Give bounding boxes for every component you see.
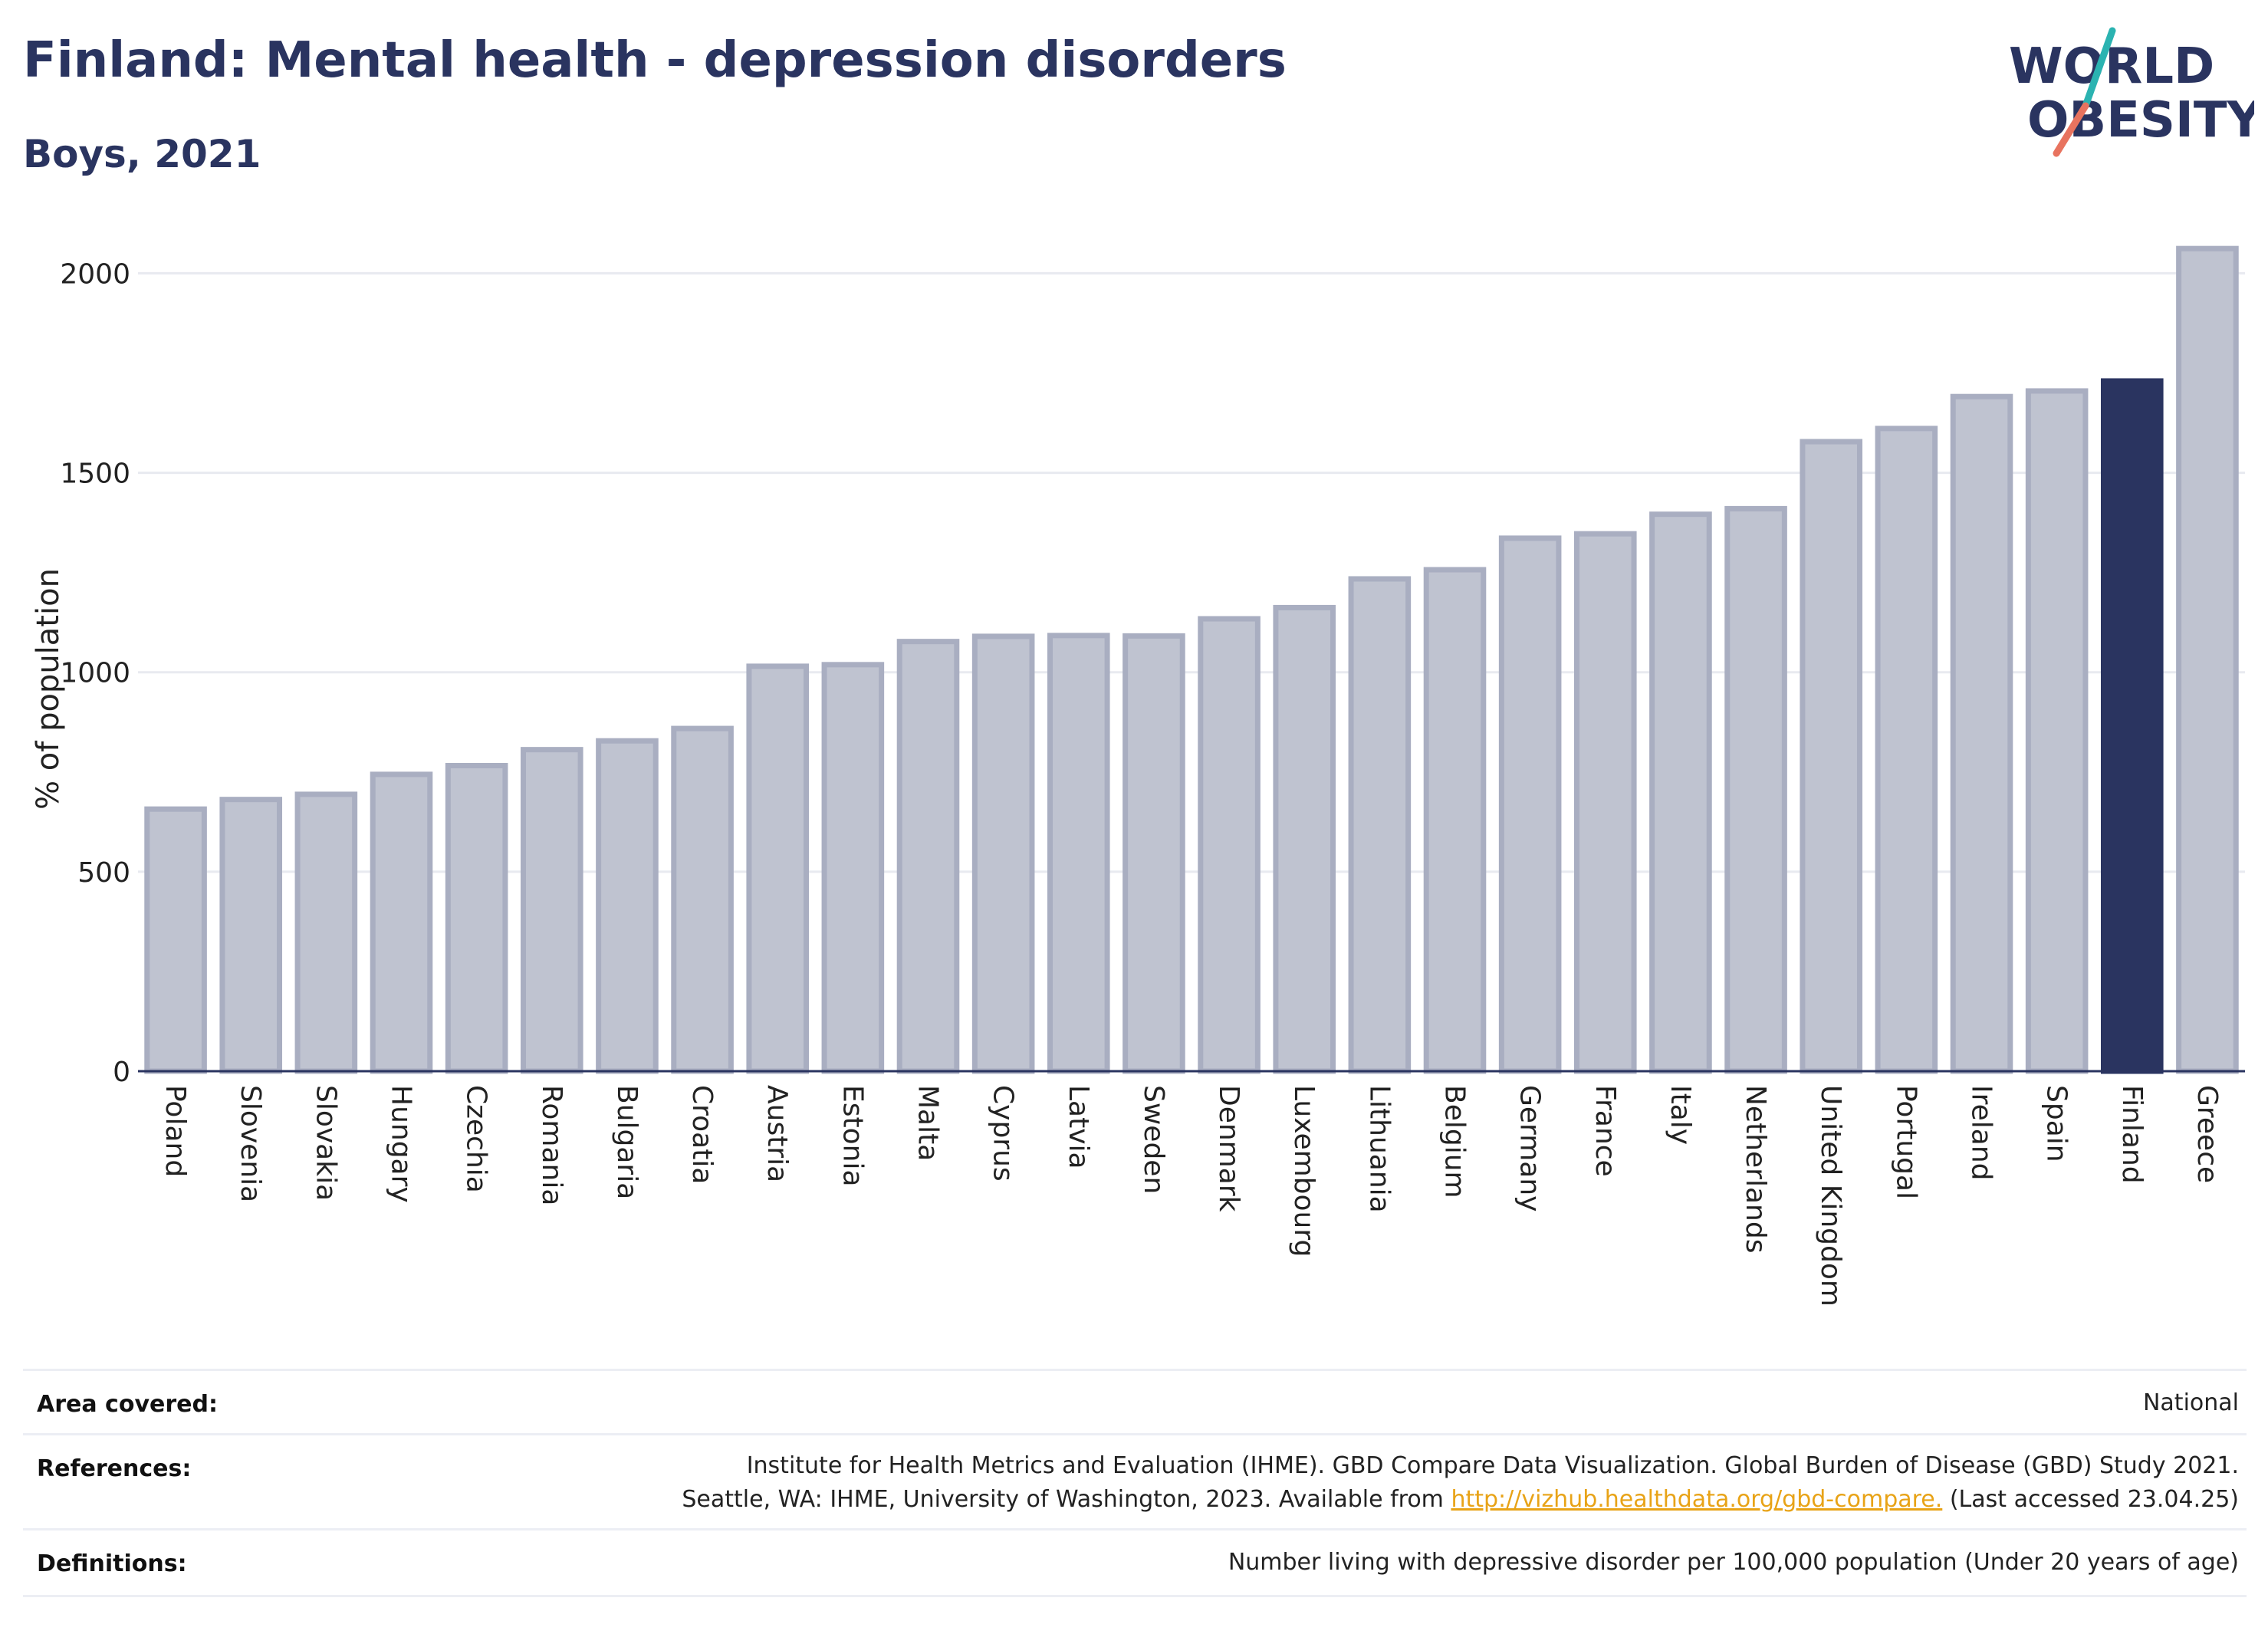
y-axis-title: % of population xyxy=(31,568,66,810)
references-row: References: Institute for Health Metrics… xyxy=(23,1433,2247,1530)
bar-luxembourg xyxy=(1273,604,1336,1074)
x-tick-label: Croatia xyxy=(686,1085,718,1184)
chart-title: Finland: Mental health - depression diso… xyxy=(23,32,1287,89)
x-tick-label: Denmark xyxy=(1213,1085,1244,1212)
y-tick-label: 1000 xyxy=(60,658,130,689)
definitions-row: Definitions: Number living with depressi… xyxy=(23,1528,2247,1597)
bar-latvia xyxy=(1047,633,1110,1074)
bar-united-kingdom xyxy=(1800,439,1863,1074)
x-tick-label: Austria xyxy=(761,1085,793,1182)
bar-slovakia xyxy=(294,791,358,1074)
references-link[interactable]: http://vizhub.healthdata.org/gbd-compare… xyxy=(1451,1486,1943,1513)
x-tick-label: France xyxy=(1589,1085,1621,1177)
logo-graphic: WORLD OBESITY xyxy=(2009,27,2263,157)
x-tick-label: Estonia xyxy=(837,1085,868,1187)
x-tick-label: Poland xyxy=(159,1085,191,1177)
bar-lithuania xyxy=(1348,576,1412,1074)
x-tick-label: Slovakia xyxy=(310,1085,341,1201)
bar-italy xyxy=(1649,511,1712,1074)
y-tick-label: 1500 xyxy=(60,459,130,490)
logo-line1: WORLD xyxy=(2009,38,2214,95)
x-tick-label: Finland xyxy=(2116,1085,2148,1184)
x-tick-label: Cyprus xyxy=(988,1085,1019,1182)
bar-finland xyxy=(2100,378,2164,1074)
bar-spain xyxy=(2025,388,2089,1074)
y-tick-label: 0 xyxy=(113,1057,130,1088)
x-tick-label: Belgium xyxy=(1439,1085,1471,1198)
x-tick-label: Netherlands xyxy=(1740,1085,1771,1253)
area-row: Area covered: National xyxy=(23,1369,2247,1435)
area-value: National xyxy=(2142,1389,2239,1416)
x-tick-label: Sweden xyxy=(1138,1085,1169,1194)
x-tick-label: Ireland xyxy=(1966,1085,1997,1181)
x-tick-label: Slovenia xyxy=(235,1085,266,1202)
logo-slash-top xyxy=(2082,27,2116,110)
x-tick-label: United Kingdom xyxy=(1815,1085,1846,1307)
bar-hungary xyxy=(370,771,433,1074)
bar-poland xyxy=(144,806,207,1074)
x-tick-label: Latvia xyxy=(1063,1085,1094,1169)
bar-estonia xyxy=(821,662,885,1074)
references-line2-suffix: (Last accessed 23.04.25) xyxy=(1942,1486,2239,1513)
bar-malta xyxy=(896,639,960,1074)
references-line1: Institute for Health Metrics and Evaluat… xyxy=(746,1452,2239,1479)
x-tick-label: Luxembourg xyxy=(1288,1085,1320,1257)
bar-czechia xyxy=(445,762,508,1074)
x-tick-label: Spain xyxy=(2041,1085,2072,1162)
definitions-label: Definitions: xyxy=(37,1550,187,1577)
x-tick-label: Lithuania xyxy=(1363,1085,1395,1213)
bars xyxy=(144,245,2239,1074)
y-axis-ticks: 0 500 1000 1500 2000 xyxy=(60,258,130,1088)
x-tick-label: Czechia xyxy=(461,1085,492,1193)
x-tick-label: Portugal xyxy=(1890,1085,1921,1199)
x-tick-label: Romania xyxy=(536,1085,567,1205)
bar-slovenia xyxy=(219,797,283,1074)
x-axis-ticks: Poland Slovenia Slovakia Hungary Czechia Roma… xyxy=(159,1085,2223,1307)
x-tick-label: Greece xyxy=(2191,1085,2223,1183)
x-tick-label: Italy xyxy=(1665,1085,1696,1145)
bar-ireland xyxy=(1950,393,2013,1074)
bar-france xyxy=(1573,531,1637,1074)
bar-romania xyxy=(520,747,583,1074)
bar-portugal xyxy=(1875,426,1938,1074)
y-tick-label: 2000 xyxy=(60,258,130,290)
y-tick-label: 500 xyxy=(77,857,130,889)
area-label: Area covered: xyxy=(37,1391,218,1418)
references-line2: Seattle, WA: IHME, University of Washing… xyxy=(682,1483,2239,1517)
bar-austria xyxy=(746,663,810,1074)
references-label: References: xyxy=(37,1455,192,1482)
definitions-value: Number living with depressive disorder p… xyxy=(1228,1549,2239,1576)
bar-chart: 0 500 1000 1500 2000 % of population Poland S… xyxy=(31,245,2245,1307)
bar-croatia xyxy=(671,725,734,1074)
x-tick-label: Hungary xyxy=(386,1085,417,1203)
bar-sweden xyxy=(1122,633,1185,1074)
bar-belgium xyxy=(1423,567,1487,1074)
x-tick-label: Germany xyxy=(1514,1085,1546,1212)
x-tick-label: Bulgaria xyxy=(611,1085,643,1199)
chart-subtitle: Boys, 2021 xyxy=(23,132,261,176)
bar-bulgaria xyxy=(596,738,659,1074)
bar-cyprus xyxy=(971,633,1035,1074)
bar-netherlands xyxy=(1724,505,1787,1074)
references-text: Institute for Health Metrics and Evaluat… xyxy=(682,1449,2239,1517)
bar-denmark xyxy=(1198,616,1261,1074)
bar-germany xyxy=(1498,535,1562,1074)
logo-slash-bottom xyxy=(2053,102,2089,157)
x-tick-label: Malta xyxy=(912,1085,944,1161)
references-line2-prefix: Seattle, WA: IHME, University of Washing… xyxy=(682,1486,1451,1513)
world-obesity-logo: WORLD OBESITY xyxy=(1994,23,2263,161)
bar-greece xyxy=(2176,245,2239,1074)
